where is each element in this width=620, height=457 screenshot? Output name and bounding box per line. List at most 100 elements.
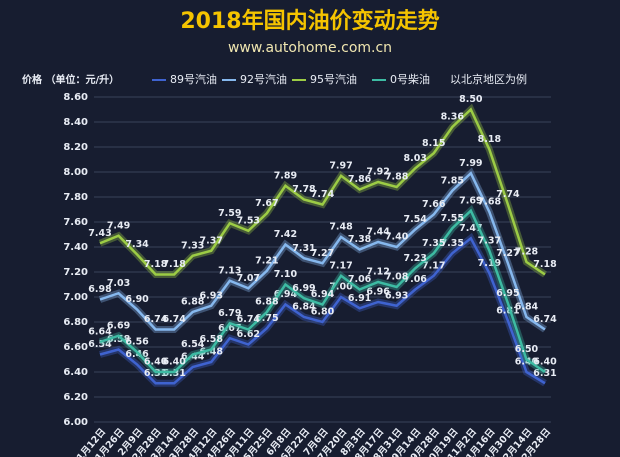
- data-label: 6.44: [181, 352, 205, 363]
- data-label: 7.74: [496, 189, 520, 200]
- y-axis-label: 价格 （单位：元/升）: [22, 73, 119, 86]
- data-label: 6.96: [366, 287, 390, 298]
- data-label: 7.34: [125, 239, 149, 250]
- data-label: 6.93: [385, 290, 408, 301]
- data-label: 7.18: [144, 259, 168, 270]
- data-label: 8.18: [478, 134, 502, 145]
- legend-label: 92号汽油: [240, 72, 287, 86]
- data-label: 6.54: [181, 339, 205, 350]
- y-tick-label: 7.40: [63, 242, 88, 253]
- data-label: 7.86: [348, 174, 372, 185]
- data-label: 7.54: [403, 214, 427, 225]
- data-label: 7.10: [274, 269, 298, 280]
- data-label: 6.67: [218, 323, 241, 334]
- data-label: 7.43: [88, 228, 111, 239]
- data-label: 7.06: [348, 274, 372, 285]
- legend-label: 95号汽油: [310, 72, 357, 86]
- data-label: 7.78: [292, 184, 316, 195]
- data-label: 6.81: [496, 305, 519, 316]
- data-label: 6.48: [200, 347, 224, 358]
- y-tick-label: 6.80: [63, 317, 88, 328]
- data-label: 7.48: [329, 222, 353, 233]
- y-tick-label: 8.00: [63, 167, 88, 178]
- y-tick-label: 8.20: [63, 142, 88, 153]
- data-label: 7.99: [459, 158, 482, 169]
- data-label: 7.17: [329, 260, 352, 271]
- data-label: 6.88: [255, 297, 279, 308]
- data-label: 7.07: [237, 273, 260, 284]
- data-label: 6.74: [533, 314, 557, 325]
- data-label: 8.50: [459, 94, 483, 105]
- series-line: [99, 208, 546, 374]
- data-label: 7.18: [533, 259, 557, 270]
- data-label: 7.74: [311, 189, 335, 200]
- data-label: 8.03: [403, 153, 426, 164]
- data-label: 6.80: [311, 307, 335, 318]
- data-label: 7.21: [255, 255, 278, 266]
- data-label: 7.47: [459, 223, 482, 234]
- data-label: 6.75: [255, 313, 278, 324]
- data-label: 6.98: [88, 284, 112, 295]
- data-label: 7.97: [329, 160, 352, 171]
- data-label: 6.31: [533, 368, 556, 379]
- data-label: 7.33: [181, 240, 204, 251]
- data-label: 7.88: [385, 172, 409, 183]
- subtitle: www.autohome.com.cn: [228, 40, 392, 56]
- data-label: 7.37: [200, 235, 223, 246]
- data-label: 7.66: [422, 199, 446, 210]
- data-label: 7.23: [403, 253, 426, 264]
- data-label: 7.44: [366, 227, 390, 238]
- data-label: 7.00: [329, 282, 353, 293]
- series-line: [99, 236, 546, 385]
- data-label: 7.19: [478, 258, 501, 269]
- data-label: 7.35: [422, 238, 445, 249]
- data-label: 6.50: [515, 344, 539, 355]
- data-label: 7.27: [311, 248, 334, 259]
- data-label: 6.99: [292, 283, 315, 294]
- data-label: 7.40: [385, 232, 409, 243]
- y-tick-label: 6.60: [63, 342, 88, 353]
- data-label: 7.53: [237, 215, 260, 226]
- data-label: 7.18: [162, 259, 186, 270]
- data-label: 6.95: [496, 288, 519, 299]
- data-label: 6.79: [218, 308, 241, 319]
- y-tick-label: 7.20: [63, 267, 88, 278]
- data-label: 7.13: [218, 265, 241, 276]
- data-label: 6.93: [200, 290, 223, 301]
- data-label: 7.55: [441, 213, 464, 224]
- data-label: 7.68: [478, 197, 502, 208]
- data-label: 6.56: [125, 337, 149, 348]
- data-label: 6.40: [144, 357, 168, 368]
- data-label: 6.40: [515, 357, 539, 368]
- data-label: 7.06: [403, 274, 427, 285]
- data-label: 6.58: [107, 334, 131, 345]
- legend-label: 0号柴油: [390, 72, 430, 86]
- y-tick-label: 6.20: [63, 392, 88, 403]
- data-label: 7.28: [515, 247, 539, 258]
- data-label: 6.91: [348, 293, 371, 304]
- data-label: 7.35: [441, 238, 464, 249]
- data-label: 7.12: [366, 267, 389, 278]
- data-label: 6.84: [292, 302, 316, 313]
- data-label: 7.92: [366, 167, 389, 178]
- data-label: 6.40: [533, 357, 557, 368]
- note: 以北京地区为例: [450, 72, 527, 86]
- data-label: 7.69: [459, 195, 482, 206]
- y-tick-label: 8.60: [63, 92, 88, 103]
- chart-title: 2018年国内油价变动走势: [180, 8, 439, 34]
- data-label: 7.85: [441, 175, 464, 186]
- y-tick-label: 8.40: [63, 117, 88, 128]
- data-label: 7.59: [218, 208, 241, 219]
- y-tick-label: 7.80: [63, 192, 88, 203]
- data-label: 7.89: [274, 170, 297, 181]
- data-label: 7.67: [255, 198, 278, 209]
- y-tick-label: 7.00: [63, 292, 88, 303]
- series-line: [99, 107, 546, 276]
- data-label: 7.42: [274, 229, 297, 240]
- data-label: 8.36: [441, 112, 465, 123]
- data-label: 7.03: [107, 278, 130, 289]
- data-label: 7.17: [422, 260, 445, 271]
- data-label: 7.49: [107, 220, 130, 231]
- data-label: 6.40: [162, 357, 186, 368]
